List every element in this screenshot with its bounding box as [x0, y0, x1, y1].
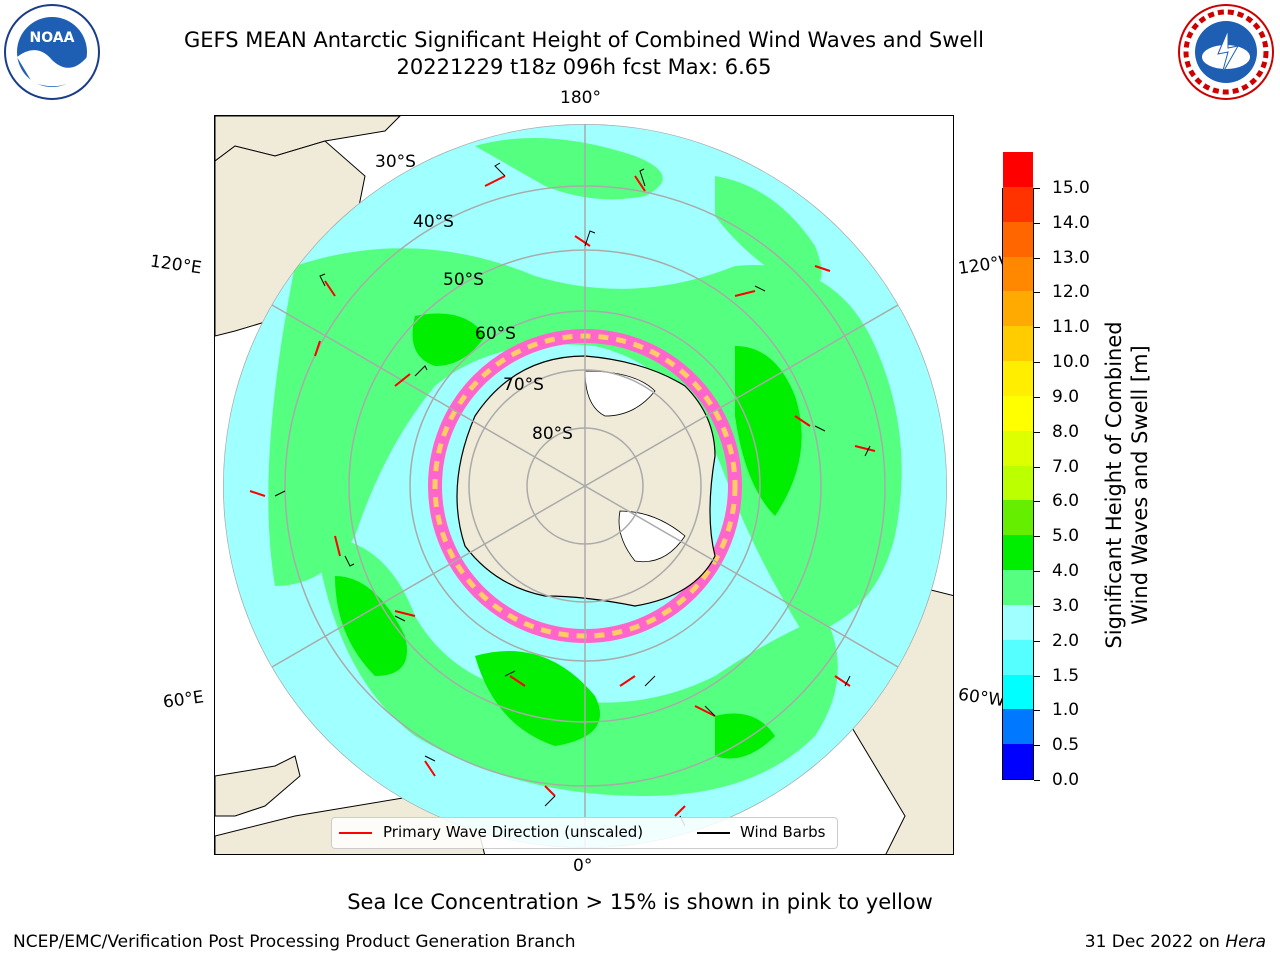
colorbar-tick-label: 12.0 — [1052, 282, 1090, 303]
nws-logo — [1176, 2, 1276, 102]
colorbar-segment — [1003, 395, 1033, 431]
colorbar — [1002, 152, 1034, 780]
colorbar-tick-label: 3.0 — [1052, 595, 1080, 616]
colorbar-segment — [1003, 361, 1033, 396]
lon-label-60e: 60°E — [161, 687, 206, 713]
colorbar-tick-label: 13.0 — [1052, 247, 1090, 268]
colorbar-tick-label: 1.5 — [1052, 665, 1080, 686]
colorbar-tick — [1034, 780, 1040, 781]
colorbar-segment — [1003, 570, 1033, 605]
colorbar-segment — [1003, 187, 1033, 222]
colorbar-tick — [1034, 710, 1040, 712]
chart-subtitle: 20221229 t18z 096h fcst Max: 6.65 — [396, 55, 772, 79]
colorbar-segment — [1003, 639, 1033, 675]
wind-barbs-legend-label: Wind Barbs — [740, 823, 826, 841]
colorbar-segment — [1003, 326, 1033, 362]
colorbar-tick — [1034, 222, 1040, 224]
colorbar-tick-label: 2.0 — [1052, 630, 1080, 651]
legend: Primary Wave Direction (unscaled) Wind B… — [331, 817, 838, 849]
colorbar-title-line1: Significant Height of Combined — [1102, 321, 1126, 649]
colorbar-tick — [1034, 536, 1040, 538]
wind-barbs-swatch — [697, 832, 730, 834]
lat-label-30s: 30°S — [375, 152, 416, 172]
colorbar-tick — [1034, 431, 1040, 433]
colorbar-tick-label: 8.0 — [1052, 421, 1080, 442]
colorbar-segment — [1003, 535, 1033, 571]
sea-ice-note-text: Sea Ice Concentration > 15% is shown in … — [347, 890, 933, 914]
lat-label-50s: 50°S — [443, 270, 484, 290]
colorbar-tick — [1034, 605, 1040, 607]
colorbar-tick-label: 0.0 — [1052, 770, 1080, 790]
colorbar-tick-label: 15.0 — [1052, 178, 1090, 198]
colorbar-tick — [1034, 745, 1040, 747]
colorbar-tick — [1034, 292, 1040, 294]
colorbar-tick — [1034, 257, 1040, 259]
wave-direction-legend-label: Primary Wave Direction (unscaled) — [383, 823, 644, 841]
sea-ice-note: Sea Ice Concentration > 15% is shown in … — [0, 890, 1280, 914]
wave-direction-swatch — [339, 832, 372, 834]
lon-label-0: 0° — [573, 856, 593, 876]
lat-label-80s: 80°S — [532, 424, 573, 444]
wave-height-bands — [268, 138, 902, 796]
colorbar-segment — [1003, 744, 1033, 779]
colorbar-tick — [1034, 640, 1040, 642]
antarctica — [456, 355, 716, 607]
colorbar-tick-label: 0.5 — [1052, 735, 1080, 756]
colorbar-segment — [1003, 221, 1033, 257]
colorbar-segment — [1003, 674, 1033, 710]
colorbar-segment — [1003, 465, 1033, 501]
colorbar-tick — [1034, 466, 1040, 468]
colorbar-segment — [1003, 430, 1033, 466]
noaa-logo: NOAA — [2, 2, 102, 102]
footer-host: Hera — [1225, 932, 1266, 952]
colorbar-tick — [1034, 396, 1040, 398]
colorbar-tick-label: 5.0 — [1052, 526, 1080, 547]
chart-title: GEFS MEAN Antarctic Significant Height o… — [183, 28, 985, 52]
colorbar-tick — [1034, 501, 1040, 503]
lat-label-40s: 40°S — [413, 212, 454, 232]
colorbar-tick-label: 14.0 — [1052, 212, 1090, 233]
lat-label-60s: 60°S — [475, 324, 516, 344]
ice-shelf-weddell — [618, 510, 686, 563]
colorbar-segment — [1003, 291, 1033, 327]
colorbar-tick-label: 7.0 — [1052, 456, 1080, 477]
map-svg — [215, 116, 953, 854]
map-frame — [214, 115, 954, 855]
footer-credit: NCEP/EMC/Verification Post Processing Pr… — [13, 932, 576, 952]
colorbar-tick-label: 10.0 — [1052, 352, 1090, 373]
lon-label-120e: 120°E — [148, 251, 203, 279]
colorbar-tick-label: 1.0 — [1052, 700, 1080, 721]
colorbar-segment — [1003, 500, 1033, 536]
lat-label-70s: 70°S — [503, 375, 544, 395]
colorbar-segment — [1003, 604, 1033, 640]
colorbar-tick-label: 4.0 — [1052, 561, 1080, 582]
colorbar-title-line2: Wind Waves and Swell [m] — [1128, 345, 1152, 625]
colorbar-tick — [1034, 571, 1040, 573]
colorbar-segment — [1003, 709, 1033, 745]
colorbar-tick — [1034, 362, 1040, 364]
noaa-logo-text: NOAA — [30, 30, 75, 46]
colorbar-segment — [1003, 152, 1033, 187]
colorbar-tick-label: 6.0 — [1052, 491, 1080, 512]
footer-date: 31 Dec 2022 on Hera — [1085, 932, 1266, 952]
wind-barbs — [274, 162, 871, 827]
colorbar-tick — [1034, 327, 1040, 329]
colorbar-tick — [1034, 675, 1040, 677]
colorbar-tick-label: 11.0 — [1052, 317, 1090, 338]
lon-label-180: 180° — [560, 88, 601, 108]
footer-date-text: 31 Dec 2022 on — [1084, 932, 1226, 952]
colorbar-segment — [1003, 256, 1033, 292]
lat-lon-grid — [223, 124, 947, 848]
colorbar-tick-label: 9.0 — [1052, 386, 1080, 407]
lon-label-60w: 60°W — [956, 684, 1007, 712]
colorbar-tick — [1034, 188, 1040, 189]
